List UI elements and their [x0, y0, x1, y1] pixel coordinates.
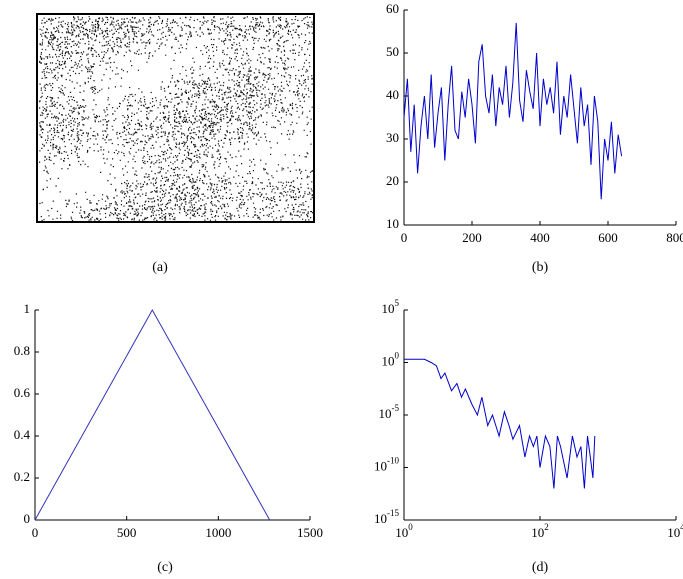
y-tick-label: 50: [386, 44, 399, 59]
y-tick-label: 0.6: [14, 385, 31, 400]
y-tick-label: 10-5: [379, 403, 400, 421]
image-texture: [39, 16, 314, 222]
x-tick-label: 600: [598, 230, 618, 245]
x-tick-label: 500: [117, 525, 137, 540]
x-tick-label: 0: [32, 525, 39, 540]
x-tick-label: 0: [401, 230, 408, 245]
caption: (b): [532, 260, 549, 275]
y-tick-label: 10-10: [374, 456, 399, 474]
y-tick-label: 0.4: [14, 427, 31, 442]
y-tick-label: 60: [386, 1, 399, 16]
y-tick-label: 10-15: [374, 508, 399, 526]
y-tick-label: 0.2: [14, 469, 30, 484]
caption: (d): [532, 560, 549, 575]
data-line: [34, 308, 271, 521]
caption: (c): [157, 560, 173, 575]
data-line: [403, 22, 623, 200]
x-tick-label: 102: [531, 522, 549, 540]
x-tick-label: 800: [666, 230, 683, 245]
y-tick-label: 105: [382, 298, 400, 316]
caption: (a): [152, 260, 168, 275]
y-tick-label: 20: [386, 173, 399, 188]
y-tick-label: 1: [24, 301, 31, 316]
x-tick-label: 400: [530, 230, 550, 245]
x-tick-label: 1000: [205, 525, 231, 540]
x-tick-label: 100: [395, 522, 413, 540]
image-frame: [36, 13, 315, 223]
y-tick-label: 0: [24, 511, 31, 526]
x-tick-label: 200: [462, 230, 482, 245]
data-line: [404, 358, 596, 489]
x-tick-label: 1500: [297, 525, 323, 540]
y-tick-label: 10: [386, 216, 399, 231]
y-tick-label: 100: [382, 351, 400, 369]
y-tick-label: 40: [386, 87, 399, 102]
y-tick-label: 30: [386, 130, 399, 145]
x-tick-label: 104: [667, 522, 683, 540]
y-tick-label: 0.8: [14, 343, 30, 358]
